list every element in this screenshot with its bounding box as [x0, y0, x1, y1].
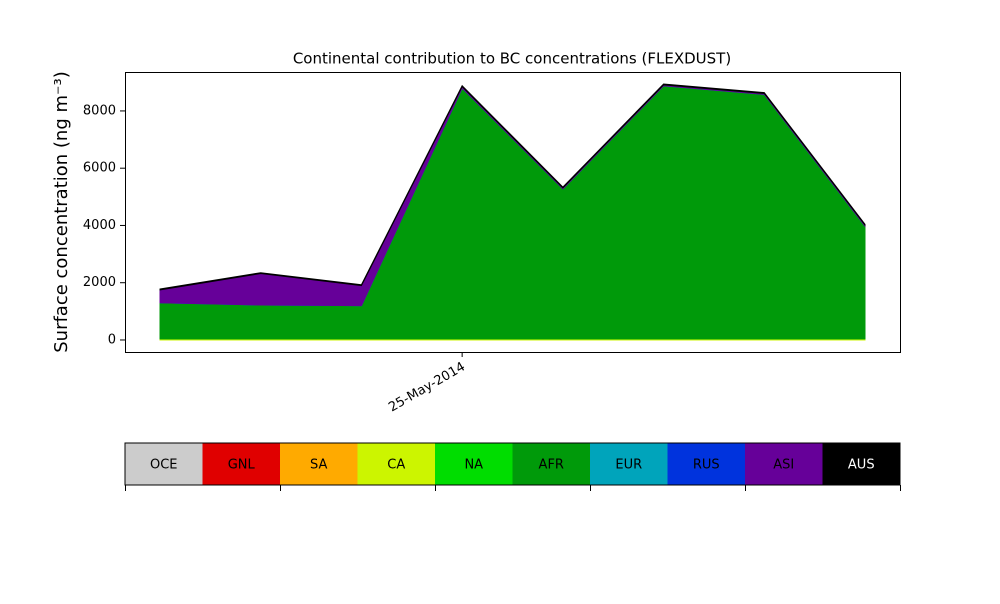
legend-label: EUR	[615, 458, 642, 473]
plot-frame	[125, 72, 901, 353]
y-tick-label: 6000	[83, 161, 116, 176]
y-tick-label: 2000	[83, 275, 116, 290]
legend-swatch	[667, 443, 745, 485]
legend-label: NA	[464, 458, 483, 473]
legend-swatch	[357, 443, 435, 485]
legend-label: AUS	[848, 458, 875, 473]
legend-swatch	[745, 443, 823, 485]
legend-swatch	[125, 443, 203, 485]
legend-label: OCE	[150, 458, 178, 473]
legend-label: SA	[310, 458, 327, 473]
legend-label: GNL	[228, 458, 256, 473]
chart-title: Continental contribution to BC concentra…	[293, 50, 731, 68]
y-tick-label: 4000	[83, 218, 116, 233]
legend-swatch	[590, 443, 668, 485]
legend-label: AFR	[539, 458, 564, 473]
y-tick-label: 0	[108, 332, 116, 347]
legend-swatch	[512, 443, 590, 485]
y-axis-label: Surface concentration (ng m⁻³)	[51, 71, 72, 353]
legend-swatch	[822, 443, 900, 485]
legend-swatch	[435, 443, 513, 485]
legend-frame	[124, 442, 901, 486]
area	[159, 83, 866, 291]
legend-swatch	[202, 443, 280, 485]
legend-label: CA	[387, 458, 405, 473]
y-tick-label: 8000	[83, 103, 116, 118]
legend-label: ASI	[773, 458, 794, 473]
legend-swatch	[280, 443, 358, 485]
legend-label: RUS	[693, 458, 720, 473]
x-tick-label: 25-May-2014	[386, 360, 468, 416]
